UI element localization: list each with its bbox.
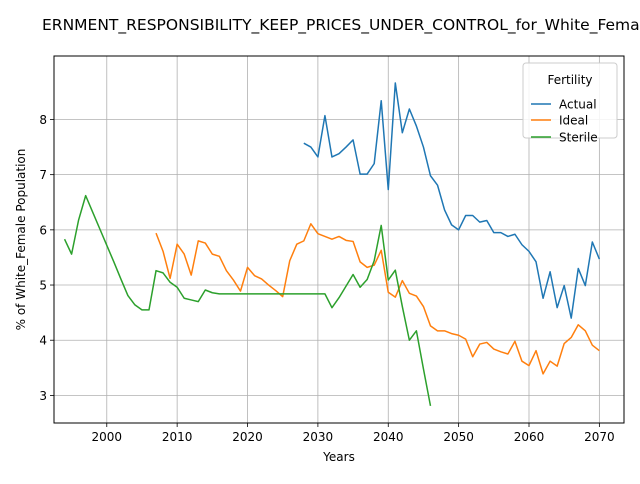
series-line-sterile [63,194,432,407]
series-line-actual [303,82,601,319]
chart-title: ERNMENT_RESPONSIBILITY_KEEP_PRICES_UNDER… [42,16,640,35]
x-axis-label: Years [322,450,355,464]
x-axis-ticks: 2000 2010 2020 2030 2040 2050 2060 2070 [92,423,615,444]
legend-title: Fertility [547,73,592,87]
x-tick-label: 2060 [514,430,545,444]
legend: Fertility Actual Ideal Sterile [522,62,618,145]
legend-label-sterile: Sterile [559,131,598,145]
x-tick-label: 2040 [373,430,404,444]
y-tick-label: 7 [39,168,47,182]
y-tick-label: 8 [39,113,47,127]
x-tick-label: 2050 [443,430,474,444]
y-tick-label: 3 [39,389,47,403]
y-axis-label: % of White_Female Population [14,149,28,331]
x-tick-label: 2020 [232,430,263,444]
legend-label-ideal: Ideal [559,114,588,128]
series-layer [63,82,601,407]
series-line-ideal [155,223,600,375]
x-tick-label: 2030 [303,430,334,444]
y-tick-label: 4 [39,334,47,348]
y-tick-label: 6 [39,223,47,237]
x-tick-label: 2000 [92,430,123,444]
plot-frame [53,55,625,424]
y-tick-label: 5 [39,279,47,293]
x-tick-label: 2010 [162,430,193,444]
y-axis-ticks: 3 4 5 6 7 8 [39,113,54,403]
x-tick-label: 2070 [584,430,615,444]
legend-label-actual: Actual [559,98,597,112]
